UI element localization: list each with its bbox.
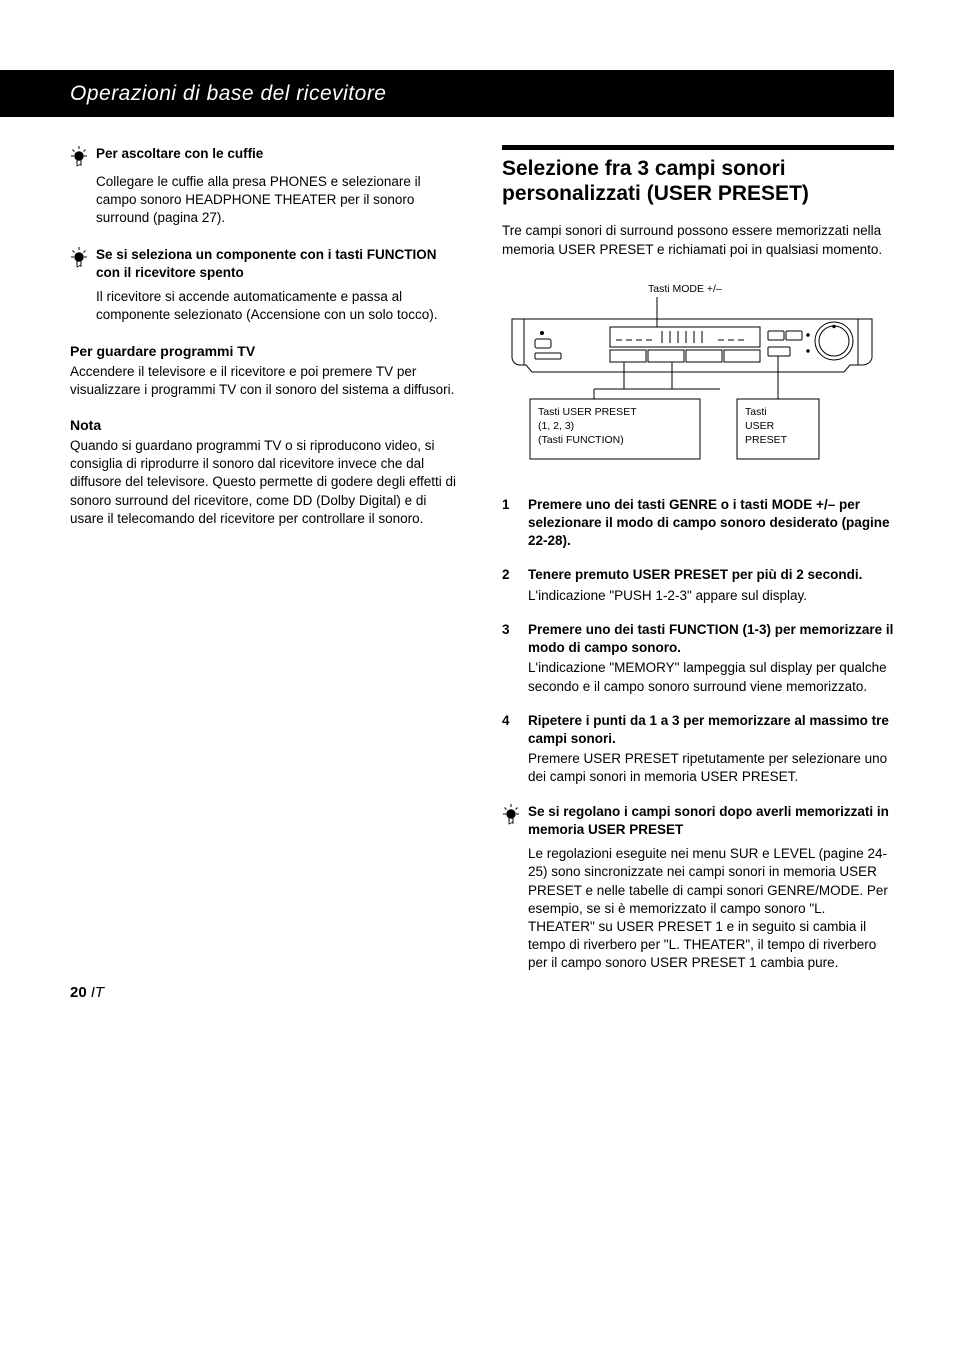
step-plain: Premere USER PRESET ripetutamente per se… [528, 750, 894, 786]
step-bold: Tenere premuto USER PRESET per più di 2 … [528, 566, 894, 584]
step-bold: Premere uno dei tasti FUNCTION (1-3) per… [528, 621, 894, 657]
right-tip-header: Se si regolano i campi sonori dopo averl… [502, 803, 894, 839]
tip-2-title: Se si seleziona un componente con i tast… [96, 246, 462, 282]
note-heading: Nota [70, 417, 462, 433]
section-rule [502, 145, 894, 150]
box1-line3: (Tasti FUNCTION) [538, 434, 624, 446]
right-tip-body: Le regolazioni eseguite nei menu SUR e L… [528, 845, 894, 973]
step-number: 1 [502, 496, 514, 553]
section-header-bar: Operazioni di base del ricevitore [0, 70, 894, 117]
tip-1-title: Per ascoltare con le cuffie [96, 145, 263, 163]
step-3: 3 Premere uno dei tasti FUNCTION (1-3) p… [502, 621, 894, 698]
box2-line3: PRESET [745, 434, 788, 446]
step-plain: L'indicazione "PUSH 1-2-3" appare sul di… [528, 587, 894, 605]
lightbulb-icon [70, 145, 88, 167]
step-plain: L'indicazione "MEMORY" lampeggia sul dis… [528, 659, 894, 695]
diagram-top-label: Tasti MODE +/– [648, 283, 894, 295]
receiver-diagram: Tasti MODE +/– [502, 283, 894, 472]
box1-line2: (1, 2, 3) [538, 420, 574, 432]
note-body: Quando si guardano programmi TV o si rip… [70, 437, 462, 528]
lightbulb-icon [502, 803, 520, 825]
tip-2-body: Il ricevitore si accende automaticamente… [96, 288, 462, 324]
tip-2-header: Se si seleziona un componente con i tast… [70, 246, 462, 282]
step-2: 2 Tenere premuto USER PRESET per più di … [502, 566, 894, 606]
step-number: 3 [502, 621, 514, 698]
step-body: Premere uno dei tasti GENRE o i tasti MO… [528, 496, 894, 553]
step-bold: Premere uno dei tasti GENRE o i tasti MO… [528, 496, 894, 551]
sub-heading: Per guardare programmi TV [70, 343, 462, 359]
two-column-layout: Per ascoltare con le cuffie Collegare le… [70, 145, 894, 991]
sub-body: Accendere il televisore e il ricevitore … [70, 363, 462, 399]
page-locale: IT [91, 984, 104, 1001]
step-body: Premere uno dei tasti FUNCTION (1-3) per… [528, 621, 894, 698]
step-4: 4 Ripetere i punti da 1 a 3 per memorizz… [502, 712, 894, 789]
step-body: Ripetere i punti da 1 a 3 per memorizzar… [528, 712, 894, 789]
section-intro: Tre campi sonori di surround possono ess… [502, 222, 894, 258]
step-1: 1 Premere uno dei tasti GENRE o i tasti … [502, 496, 894, 553]
left-column: Per ascoltare con le cuffie Collegare le… [70, 145, 462, 991]
section-title: Selezione fra 3 campi sonori personalizz… [502, 156, 894, 206]
receiver-svg: Tasti USER PRESET (1, 2, 3) (Tasti FUNCT… [502, 297, 882, 472]
right-tip-title: Se si regolano i campi sonori dopo averl… [528, 803, 894, 839]
box1-line1: Tasti USER PRESET [538, 406, 637, 418]
step-bold: Ripetere i punti da 1 a 3 per memorizzar… [528, 712, 894, 748]
step-number: 4 [502, 712, 514, 789]
page-no: 20 [70, 984, 87, 1001]
page-root: Operazioni di base del ricevitore [0, 0, 954, 1031]
header-title: Operazioni di base del ricevitore [70, 82, 387, 106]
right-column: Selezione fra 3 campi sonori personalizz… [502, 145, 894, 991]
lightbulb-icon [70, 246, 88, 268]
box2-line2: USER [745, 420, 775, 432]
tip-1-body: Collegare le cuffie alla presa PHONES e … [96, 173, 462, 228]
page-number: 20IT [70, 984, 104, 1001]
step-body: Tenere premuto USER PRESET per più di 2 … [528, 566, 894, 606]
box2-line1: Tasti [745, 406, 767, 418]
tip-1-header: Per ascoltare con le cuffie [70, 145, 462, 167]
step-number: 2 [502, 566, 514, 606]
